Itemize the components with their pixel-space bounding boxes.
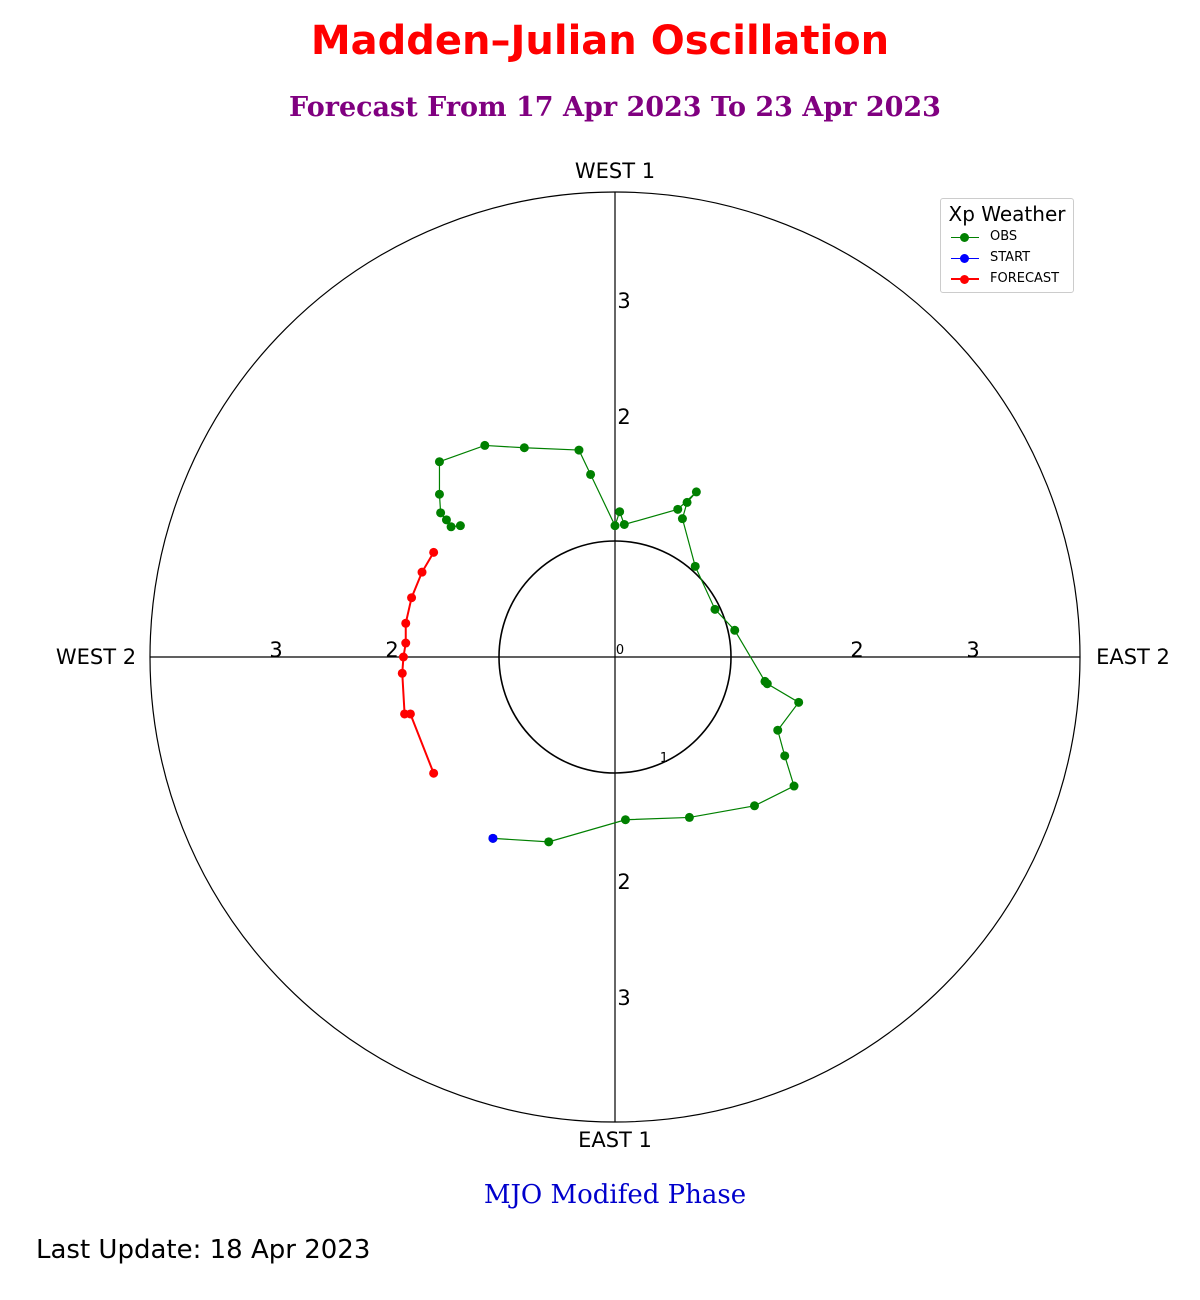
obs-point <box>710 604 720 614</box>
obs-point <box>750 801 759 811</box>
forecast-point <box>429 768 439 778</box>
obs-point <box>780 751 790 761</box>
obs-point <box>789 781 799 791</box>
start-point <box>488 833 498 843</box>
forecast-point <box>401 638 411 648</box>
obs-point <box>434 489 444 499</box>
forecast-point <box>398 652 408 662</box>
tick-label-left-2: 2 <box>385 638 398 662</box>
obs-point <box>620 815 630 825</box>
forecast-point <box>417 567 427 577</box>
tick-label-bottom-2: 2 <box>617 870 630 894</box>
obs-point <box>610 521 620 531</box>
legend-item-obs: OBS <box>949 229 1073 247</box>
x-axis-label: MJO Modifed Phase <box>483 1180 747 1210</box>
obs-point <box>586 469 596 479</box>
tick-label-bottom-3: 3 <box>617 986 630 1010</box>
obs-point <box>794 697 804 707</box>
forecast-point <box>405 709 415 719</box>
obs-point <box>760 676 770 686</box>
tick-label-center: 0 <box>616 643 624 658</box>
obs-point <box>574 445 584 455</box>
tick-label-right-2: 2 <box>850 638 863 662</box>
obs-point <box>436 508 446 518</box>
tick-label-circle: 1 <box>660 751 668 766</box>
legend-label-forecast: FORECAST <box>990 271 1060 286</box>
obs-point <box>446 522 456 532</box>
tick-label-top-2: 2 <box>617 405 630 429</box>
direction-label-left: WEST 2 <box>56 645 136 669</box>
obs-point <box>434 457 444 467</box>
obs-point <box>677 514 687 524</box>
direction-label-right: EAST 2 <box>1096 645 1170 669</box>
legend-marker-forecast <box>960 275 969 284</box>
obs-point <box>480 440 490 450</box>
forecast-point <box>407 593 417 603</box>
obs-point <box>441 515 451 525</box>
legend-title: Xp Weather <box>948 202 1066 226</box>
obs-point <box>730 625 740 635</box>
obs-point <box>773 725 783 735</box>
last-update-text: Last Update: 18 Apr 2023 <box>36 1235 371 1265</box>
legend-marker-obs <box>960 233 969 242</box>
obs-point <box>691 487 701 497</box>
chart-title: Madden–Julian Oscillation <box>310 18 890 64</box>
forecast-point <box>397 668 407 678</box>
obs-point <box>673 504 683 514</box>
legend-item-start: START <box>949 250 1073 268</box>
obs-point <box>690 561 700 571</box>
tick-label-top-3: 3 <box>617 289 630 313</box>
tick-label-right-3: 3 <box>966 638 979 662</box>
tick-label-left-3: 3 <box>269 638 282 662</box>
legend-marker-start <box>960 254 969 263</box>
forecast-point <box>429 547 439 557</box>
direction-label-top: WEST 1 <box>575 159 655 183</box>
forecast-series-line <box>401 551 435 774</box>
obs-point <box>682 497 692 507</box>
obs-point <box>615 507 625 517</box>
direction-label-bottom: EAST 1 <box>578 1128 652 1152</box>
forecast-point <box>401 618 411 628</box>
obs-point <box>544 837 554 847</box>
legend-label-start: START <box>990 250 1031 265</box>
legend-item-forecast: FORECAST <box>949 271 1073 289</box>
obs-point <box>619 519 629 529</box>
obs-point <box>455 521 465 531</box>
obs-point <box>519 443 529 453</box>
legend-label-obs: OBS <box>990 229 1018 244</box>
obs-point <box>684 812 694 822</box>
legend: Xp Weather OBS START FORECAST <box>940 198 1074 293</box>
series-layer <box>397 440 804 847</box>
chart-subtitle: Forecast From 17 Apr 2023 To 23 Apr 2023 <box>289 92 941 123</box>
